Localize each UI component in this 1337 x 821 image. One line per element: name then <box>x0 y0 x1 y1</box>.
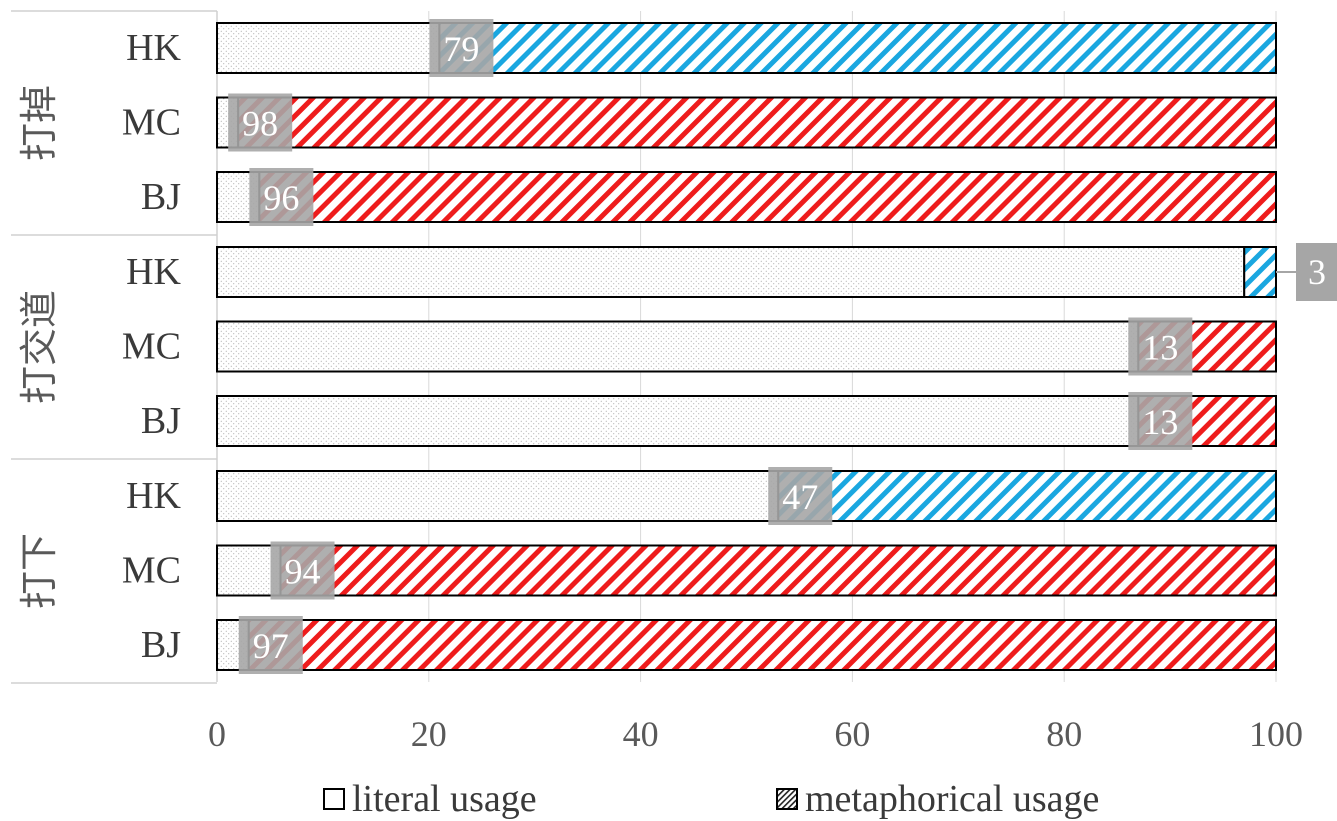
bar-category-label: HK <box>126 475 181 517</box>
bars: 79 98 96 3 13 13 47 94 97 <box>216 19 1337 674</box>
x-tick-label: 80 <box>1046 714 1082 754</box>
bar-category-label: HK <box>126 251 181 293</box>
legend-item-metaphorical-label: metaphorical usage <box>805 778 1099 820</box>
data-label-box <box>228 93 293 152</box>
data-label-box <box>1128 392 1193 450</box>
data-label-box <box>768 467 833 525</box>
data-label-box <box>429 19 494 77</box>
bar-literal-segment <box>216 246 1246 298</box>
data-label: 79 <box>443 29 479 69</box>
bar-category-label: BJ <box>141 400 181 442</box>
bar-literal-segment <box>216 470 780 522</box>
legend: literal usage metaphorical usage <box>323 778 1099 820</box>
bar-category-label: MC <box>122 326 181 368</box>
legend-item-literal-swatch <box>323 788 345 810</box>
x-axis-ticks: 0 20 40 60 80 100 <box>208 714 1303 754</box>
bar-metaphorical-segment <box>1243 246 1277 298</box>
bar-category-label: BJ <box>141 624 181 666</box>
bar-metaphorical-segment <box>237 96 1277 149</box>
x-tick-label: 100 <box>1249 714 1303 754</box>
x-tick-label: 40 <box>623 714 659 754</box>
bar-category-label: BJ <box>141 176 181 218</box>
bar-literal-segment <box>216 544 282 597</box>
data-label: 97 <box>253 626 289 666</box>
data-label-box <box>1128 317 1193 376</box>
legend-item-literal-label: literal usage <box>352 778 537 820</box>
group-axis: 打掉 HK MC BJ 打交道 HK MC BJ 打下 HK MC BJ <box>11 10 218 684</box>
bar-metaphorical-segment <box>438 22 1277 74</box>
bar-metaphorical-segment <box>258 171 1277 223</box>
data-label-box <box>238 616 303 674</box>
data-label-box <box>270 541 335 600</box>
legend-item-metaphorical-swatch <box>776 788 798 810</box>
data-label: 94 <box>285 552 321 592</box>
bar-category-label: MC <box>122 102 181 144</box>
data-label: 3 <box>1308 252 1326 292</box>
data-label: 13 <box>1142 328 1178 368</box>
bar-category-label: HK <box>126 27 181 69</box>
bar-metaphorical-segment <box>279 544 1278 597</box>
bar-literal-segment <box>216 320 1140 373</box>
data-label: 47 <box>782 477 818 517</box>
bar-literal-segment <box>216 22 441 74</box>
bar-literal-segment <box>216 395 1140 447</box>
bar-category-label: MC <box>122 550 181 592</box>
data-label-box <box>249 168 314 226</box>
group-label: 打下 <box>19 533 61 609</box>
data-label-box <box>1296 243 1337 301</box>
data-label: 96 <box>263 178 299 218</box>
data-label: 98 <box>242 104 278 144</box>
group-label: 打交道 <box>19 290 61 404</box>
x-tick-label: 0 <box>208 714 226 754</box>
data-label: 13 <box>1142 402 1178 442</box>
x-tick-label: 60 <box>834 714 870 754</box>
bar-metaphorical-segment <box>247 619 1277 671</box>
group-label: 打掉 <box>19 85 61 161</box>
bar-metaphorical-segment <box>777 470 1278 522</box>
x-tick-label: 20 <box>411 714 447 754</box>
